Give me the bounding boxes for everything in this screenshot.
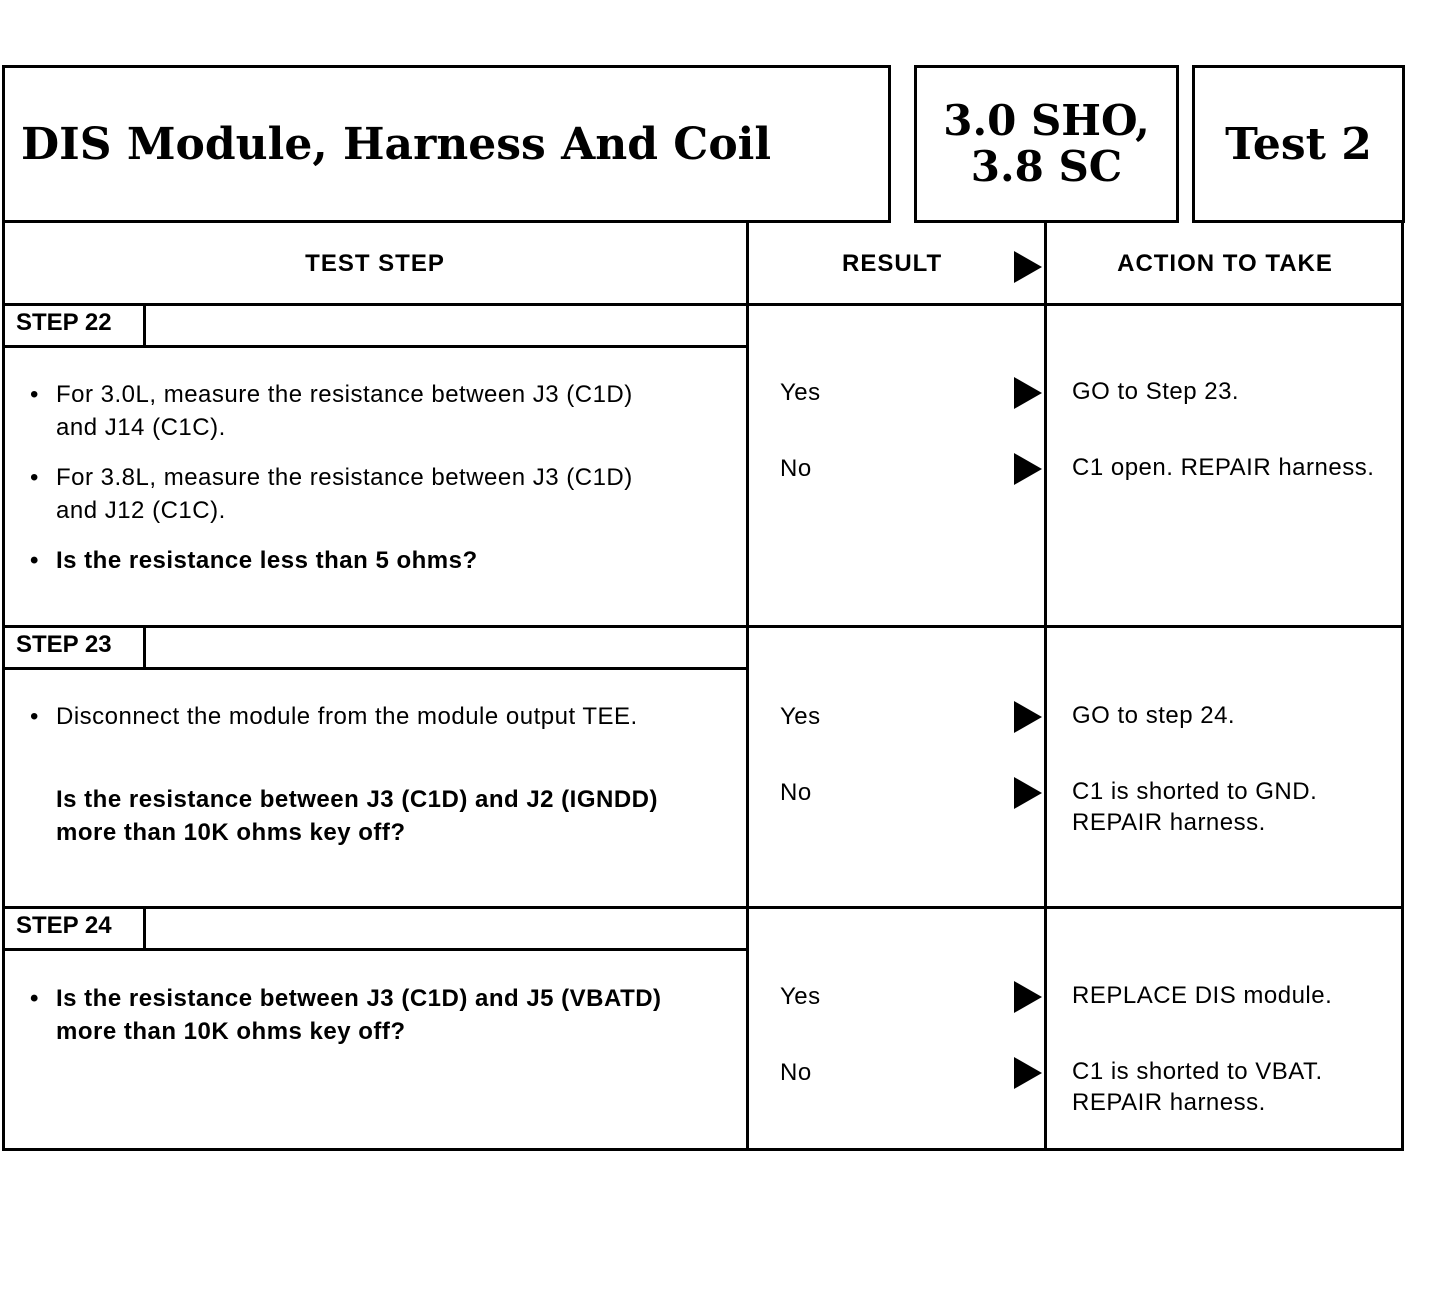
action-text: GO to Step 23. (1072, 378, 1240, 405)
step-instruction: • Is the resistance between J3 (C1D) and … (30, 982, 676, 1048)
step-instruction: • For 3.0L, measure the resistance betwee… (30, 378, 676, 444)
action-text: C1 is shorted to VBAT. REPAIR harness. (1072, 1058, 1323, 1116)
step-instruction: • For 3.8L, measure the resistance betwee… (30, 461, 676, 527)
arrow-right-icon (1014, 981, 1042, 1013)
arrow-right-icon (1014, 251, 1042, 283)
instruction-text: For 3.8L, measure the resistance between… (56, 464, 633, 524)
step-instruction: Is the resistance between J3 (C1D) and J… (56, 783, 676, 849)
column-header-test-step: TEST STEP (305, 250, 445, 277)
divider (2, 948, 748, 951)
title-text: DIS Module, Harness And Coil (21, 118, 772, 170)
divider (2, 1148, 1404, 1151)
bullet-icon: • (30, 985, 39, 1012)
arrow-right-icon (1014, 701, 1042, 733)
instruction-text: Is the resistance less than 5 ohms? (56, 547, 478, 574)
arrow-right-icon (1014, 1057, 1042, 1089)
instruction-text: For 3.0L, measure the resistance between… (56, 381, 633, 441)
engine-line: 3.0 SHO, (943, 96, 1150, 145)
step-instruction: • Is the resistance less than 5 ohms? (30, 544, 676, 577)
engine-line: 3.8 SC (970, 142, 1123, 191)
divider (1401, 222, 1404, 1151)
step-instruction: • Disconnect the module from the module o… (30, 700, 676, 733)
result-yes: Yes (780, 703, 821, 730)
column-header-action: ACTION TO TAKE (1117, 250, 1333, 277)
action-text: REPLACE DIS module. (1072, 982, 1333, 1009)
arrow-right-icon (1014, 777, 1042, 809)
action-text: GO to step 24. (1072, 702, 1236, 729)
step-label: STEP 23 (16, 631, 112, 658)
instruction-text: Is the resistance between J3 (C1D) and J… (56, 786, 658, 846)
bullet-icon: • (30, 547, 39, 574)
step-label: STEP 24 (16, 912, 112, 939)
column-header-result: RESULT (842, 250, 943, 277)
result-no: No (780, 1059, 812, 1086)
action-text: C1 is shorted to GND. REPAIR harness. (1072, 778, 1318, 836)
bullet-icon: • (30, 703, 39, 730)
engine-box: 3.0 SHO, 3.8 SC (914, 65, 1179, 223)
divider (1044, 222, 1047, 1151)
page-title: DIS Module, Harness And Coil (2, 65, 891, 223)
result-yes: Yes (780, 379, 821, 406)
bullet-icon: • (30, 464, 39, 491)
arrow-right-icon (1014, 377, 1042, 409)
instruction-text: Is the resistance between J3 (C1D) and J… (56, 985, 662, 1045)
divider (2, 222, 5, 1151)
divider (2, 303, 1404, 306)
divider (2, 345, 748, 348)
divider (746, 222, 749, 1151)
divider (143, 305, 146, 347)
result-no: No (780, 455, 812, 482)
test-box: Test 2 (1192, 65, 1405, 223)
bullet-icon: • (30, 381, 39, 408)
action-text: C1 open. REPAIR harness. (1072, 454, 1375, 481)
divider (143, 627, 146, 669)
divider (2, 906, 1404, 909)
divider (2, 625, 1404, 628)
arrow-right-icon (1014, 453, 1042, 485)
result-no: No (780, 779, 812, 806)
result-yes: Yes (780, 983, 821, 1010)
step-label: STEP 22 (16, 309, 112, 336)
divider (2, 667, 748, 670)
instruction-text: Disconnect the module from the module ou… (56, 703, 638, 730)
test-number: Test 2 (1225, 118, 1372, 170)
divider (143, 908, 146, 950)
